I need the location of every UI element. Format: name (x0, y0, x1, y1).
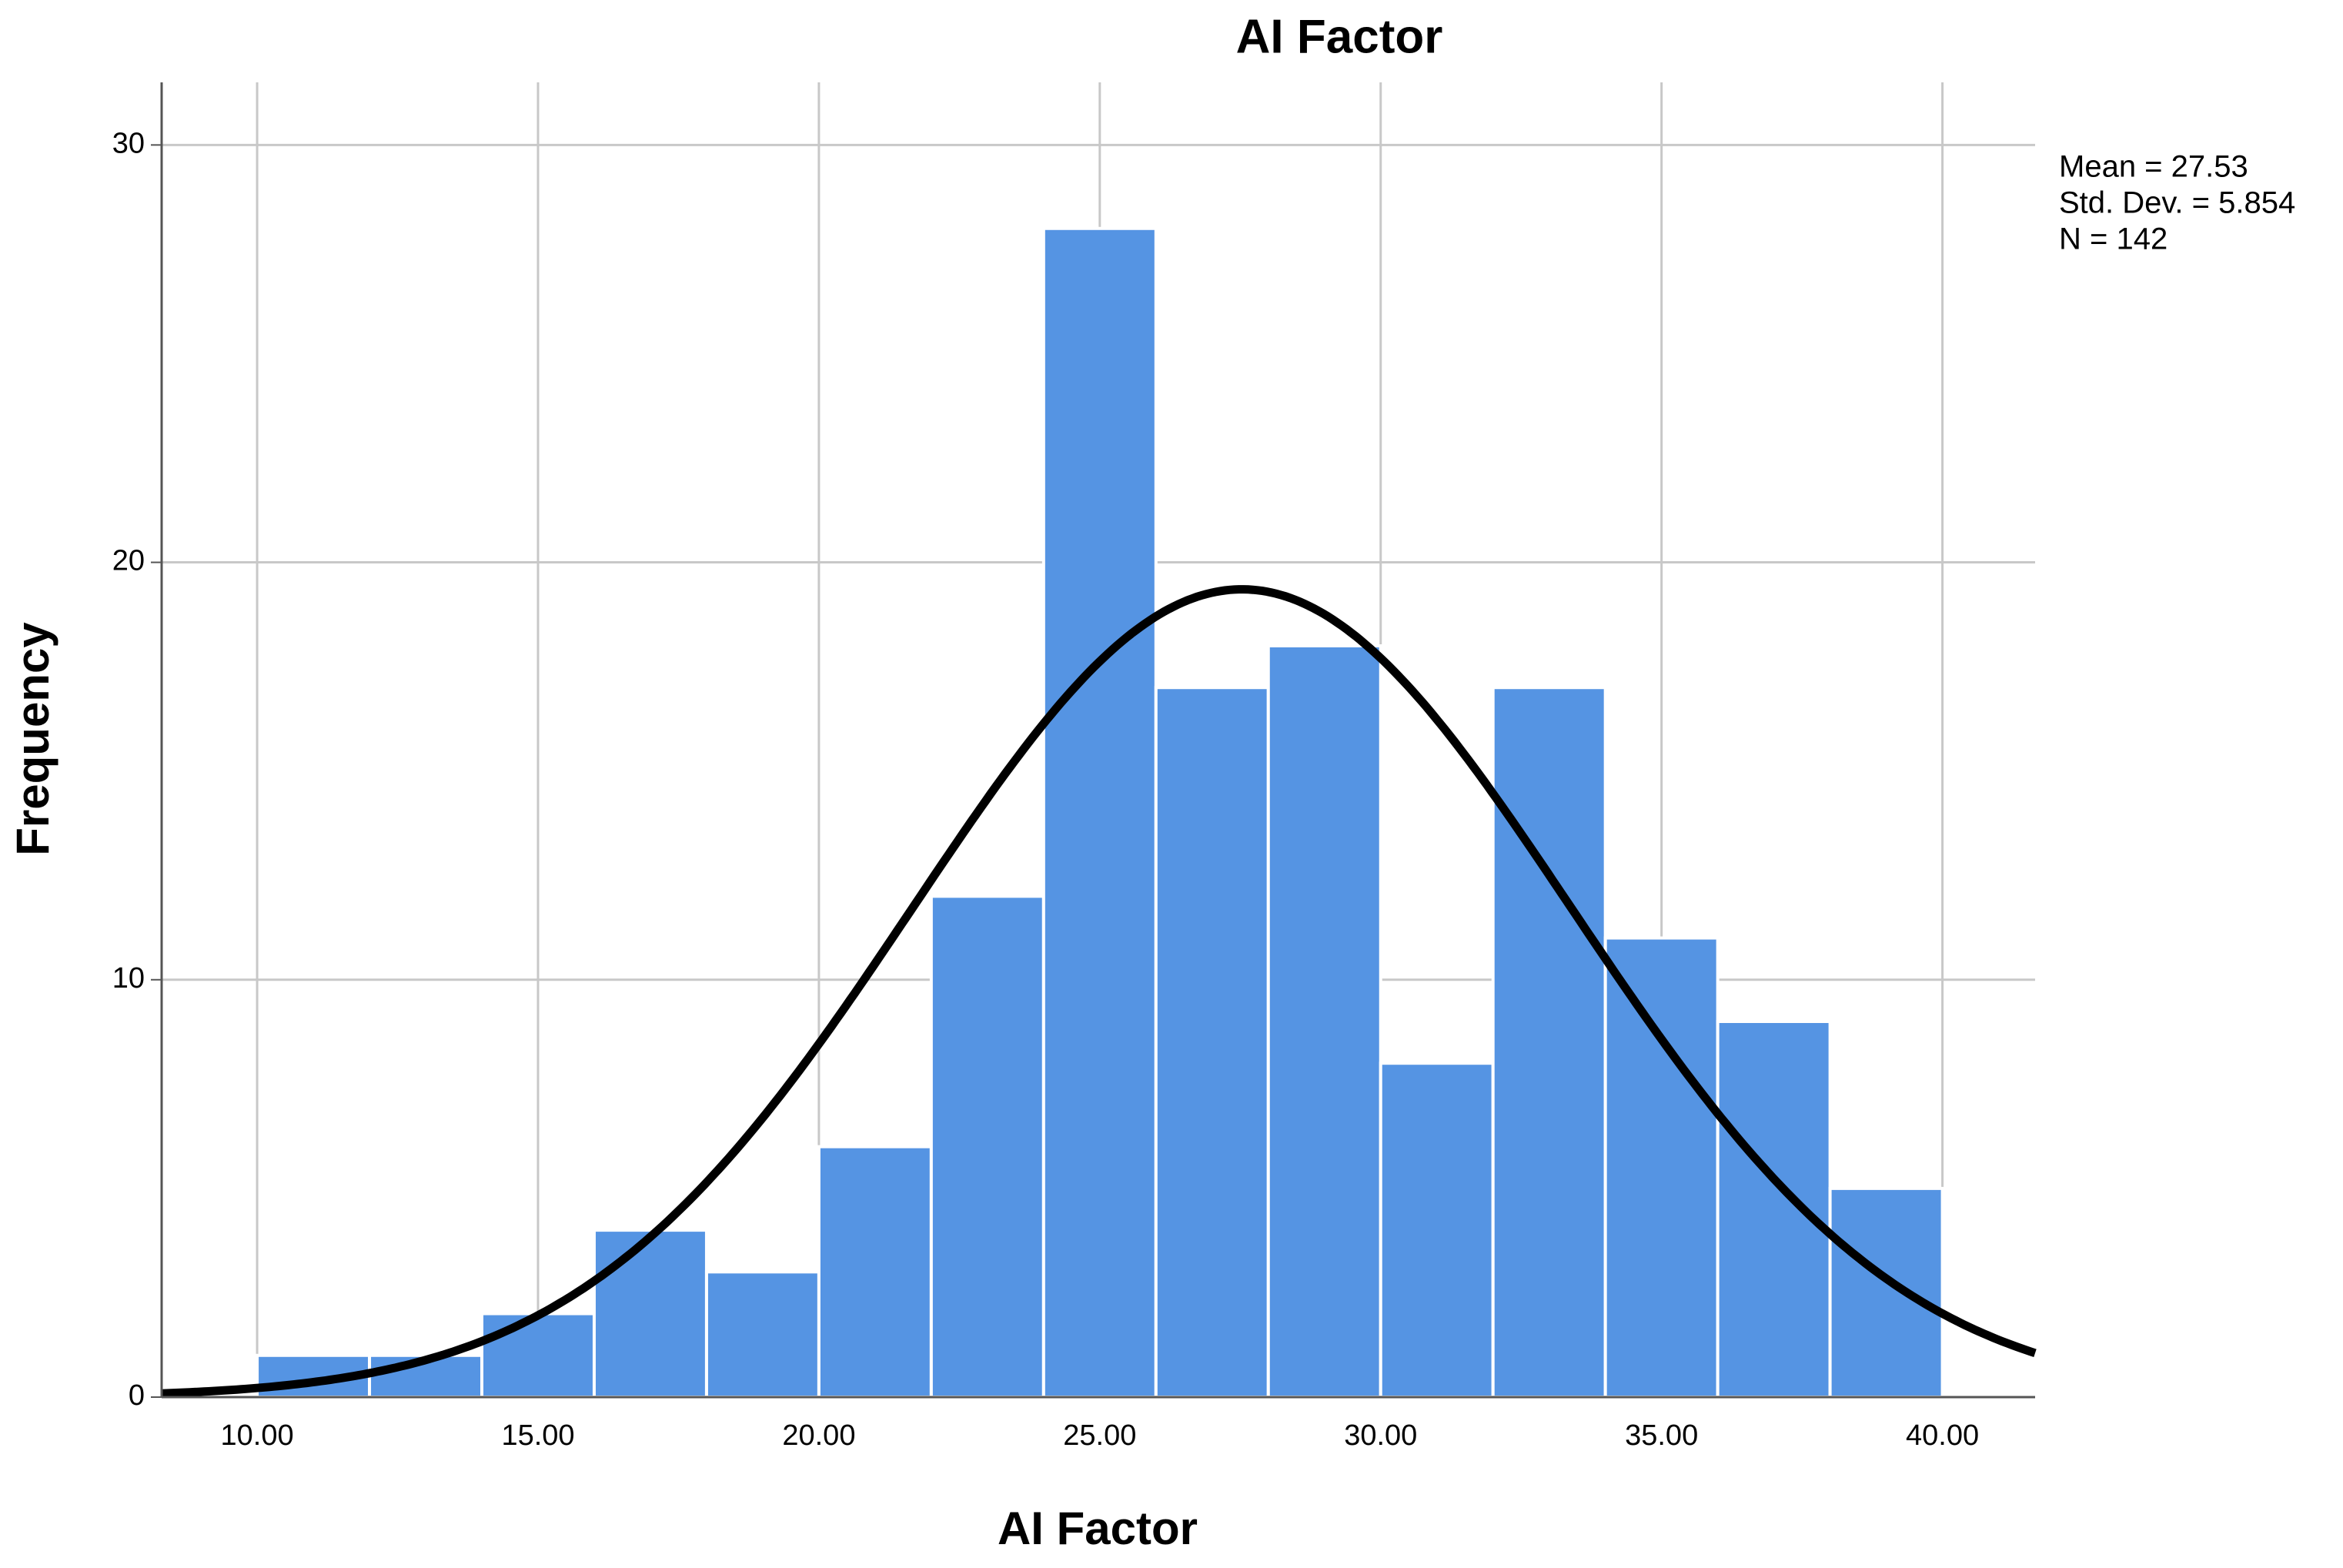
x-tick-label: 30.00 (1344, 1419, 1417, 1452)
bar (1603, 936, 1720, 1399)
stats-label: Std. Dev. = 5.854 (2059, 186, 2295, 220)
normal-curve (161, 585, 2037, 1398)
y-tick-label: 30 (112, 127, 145, 159)
y-axis-label: Frequency (7, 622, 58, 856)
chart-title: AI Factor (1236, 10, 1443, 63)
y-tick-label: 0 (129, 1379, 145, 1412)
bar (1379, 1061, 1495, 1399)
bar (1041, 226, 1158, 1399)
bar (817, 1145, 933, 1399)
bar (1828, 1186, 1944, 1399)
y-tick-label: 20 (112, 545, 145, 577)
stats-label: Mean = 27.53 (2059, 150, 2248, 184)
x-tick-label: 25.00 (1063, 1419, 1136, 1452)
stats-label: N = 142 (2059, 222, 2168, 256)
x-tick-label: 40.00 (1906, 1419, 1979, 1452)
bar (480, 1312, 596, 1399)
x-tick-label: 15.00 (501, 1419, 574, 1452)
x-tick-label: 10.00 (221, 1419, 294, 1452)
x-axis-label: AI Factor (998, 1503, 1198, 1554)
y-tick-label: 10 (112, 962, 145, 995)
bar (929, 894, 1045, 1399)
bar (1716, 1020, 1832, 1399)
bar (1491, 686, 1607, 1399)
bar (1154, 686, 1270, 1399)
x-tick-label: 20.00 (782, 1419, 855, 1452)
bar (704, 1270, 821, 1399)
bar (1266, 644, 1382, 1399)
x-tick-label: 35.00 (1625, 1419, 1698, 1452)
bar (592, 1229, 708, 1399)
